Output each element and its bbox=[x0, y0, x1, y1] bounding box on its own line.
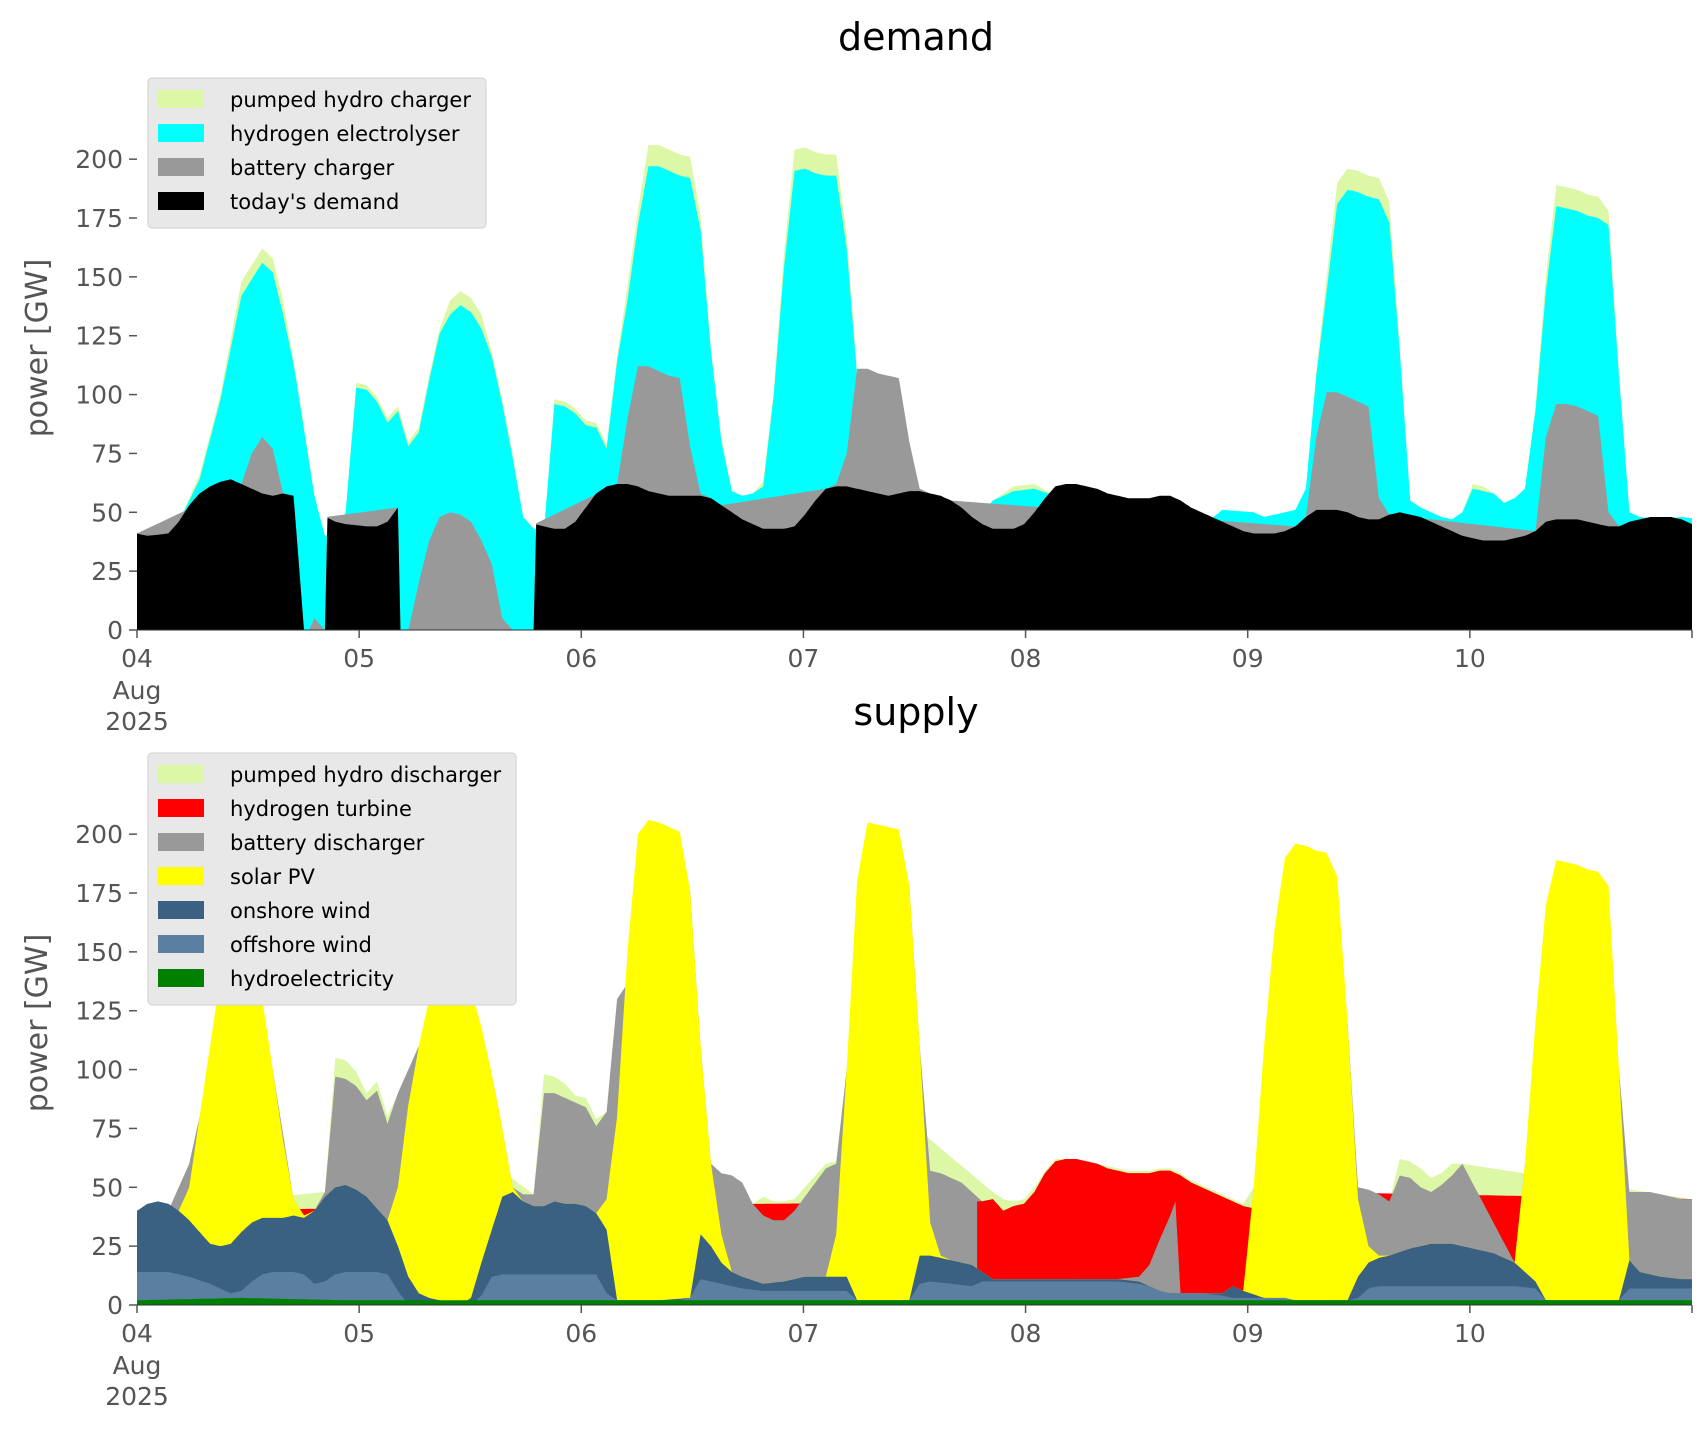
legend-swatch bbox=[158, 799, 204, 817]
legend-swatch bbox=[158, 158, 204, 176]
legend-label: hydrogen turbine bbox=[230, 797, 412, 821]
x-tick-label: 08 bbox=[1010, 1319, 1042, 1348]
legend-label: battery charger bbox=[230, 156, 395, 180]
legend-swatch bbox=[158, 192, 204, 210]
x-tick-label: 10 bbox=[1454, 644, 1486, 673]
x-tick-label: 08 bbox=[1010, 644, 1042, 673]
supply-areas bbox=[137, 820, 1692, 1305]
y-tick-label: 175 bbox=[75, 204, 123, 233]
legend-label: onshore wind bbox=[230, 899, 371, 923]
demand-legend: pumped hydro charger hydrogen electrolyse… bbox=[147, 77, 487, 229]
y-tick-label: 100 bbox=[75, 381, 123, 410]
y-tick-label: 50 bbox=[91, 498, 123, 527]
area-hydrogen-turbine-segment bbox=[977, 1159, 1259, 1294]
x-tick-label: 09 bbox=[1232, 644, 1264, 673]
x-tick-label: 05 bbox=[343, 1319, 375, 1348]
legend-label: battery discharger bbox=[230, 831, 425, 855]
legend-label: pumped hydro charger bbox=[230, 88, 471, 112]
legend-label: hydroelectricity bbox=[230, 967, 394, 991]
legend-swatch bbox=[158, 124, 204, 142]
y-tick-label: 50 bbox=[91, 1173, 123, 1202]
y-tick-label: 150 bbox=[75, 938, 123, 967]
legend-box bbox=[147, 752, 517, 1006]
x-tick-sublabel: Aug bbox=[113, 676, 162, 705]
y-tick-label: 200 bbox=[75, 145, 123, 174]
supply-legend: pumped hydro discharger hydrogen turbine b… bbox=[147, 752, 517, 1006]
legend-swatch bbox=[158, 833, 204, 851]
x-tick-label: 06 bbox=[565, 1319, 597, 1348]
legend-swatch bbox=[158, 969, 204, 987]
supply-y-axis-label: power [GW] bbox=[20, 934, 55, 1113]
y-tick-label: 200 bbox=[75, 820, 123, 849]
x-tick-label: 09 bbox=[1232, 1319, 1264, 1348]
legend-label: pumped hydro discharger bbox=[230, 763, 501, 787]
x-tick-sublabel: 2025 bbox=[105, 707, 169, 736]
legend-label: offshore wind bbox=[230, 933, 372, 957]
area-hydroelectricity bbox=[137, 1297, 1692, 1305]
area-hydrogen-electrolyser bbox=[137, 166, 1692, 630]
y-tick-label: 0 bbox=[107, 616, 123, 645]
legend-box bbox=[147, 77, 487, 229]
supply-title: supply bbox=[853, 690, 978, 734]
y-tick-label: 0 bbox=[107, 1291, 123, 1320]
supply-axes: 0 25 50 75 100 125 150 175 200 04 05 06 07 08 09 10 Aug2… bbox=[75, 820, 1693, 1411]
x-tick-label: 07 bbox=[788, 644, 820, 673]
legend-swatch bbox=[158, 867, 204, 885]
legend-swatch bbox=[158, 90, 204, 108]
x-tick-sublabel: 2025 bbox=[105, 1382, 169, 1411]
legend-label: today's demand bbox=[230, 190, 399, 214]
demand-title: demand bbox=[838, 15, 994, 59]
area-offshore-wind bbox=[137, 1272, 1692, 1305]
demand-axes: 0 25 50 75 100 125 150 175 200 04 05 06 07 08 09 10 Aug2… bbox=[75, 145, 1693, 736]
y-tick-label: 125 bbox=[75, 322, 123, 351]
area-todays-demand bbox=[137, 479, 1692, 630]
legend-swatch bbox=[158, 901, 204, 919]
y-tick-label: 25 bbox=[91, 557, 123, 586]
x-tick-label: 07 bbox=[788, 1319, 820, 1348]
y-tick-label: 75 bbox=[91, 439, 123, 468]
x-tick-label: 04 bbox=[121, 1319, 153, 1348]
x-tick-label: 10 bbox=[1454, 1319, 1486, 1348]
area-solar-pv bbox=[137, 820, 1692, 1305]
x-tick-label: 04 bbox=[121, 644, 153, 673]
demand-areas bbox=[137, 145, 1692, 630]
y-tick-label: 75 bbox=[91, 1114, 123, 1143]
y-tick-label: 25 bbox=[91, 1232, 123, 1261]
legend-swatch bbox=[158, 935, 204, 953]
y-tick-label: 125 bbox=[75, 997, 123, 1026]
x-tick-label: 06 bbox=[565, 644, 597, 673]
legend-label: solar PV bbox=[230, 865, 315, 889]
x-tick-label: 05 bbox=[343, 644, 375, 673]
y-tick-label: 150 bbox=[75, 263, 123, 292]
legend-swatch bbox=[158, 765, 204, 783]
legend-label: hydrogen electrolyser bbox=[230, 122, 460, 146]
y-tick-label: 100 bbox=[75, 1056, 123, 1085]
x-tick-sublabel: Aug bbox=[113, 1351, 162, 1380]
y-tick-label: 175 bbox=[75, 879, 123, 908]
demand-y-axis-label: power [GW] bbox=[20, 259, 55, 438]
